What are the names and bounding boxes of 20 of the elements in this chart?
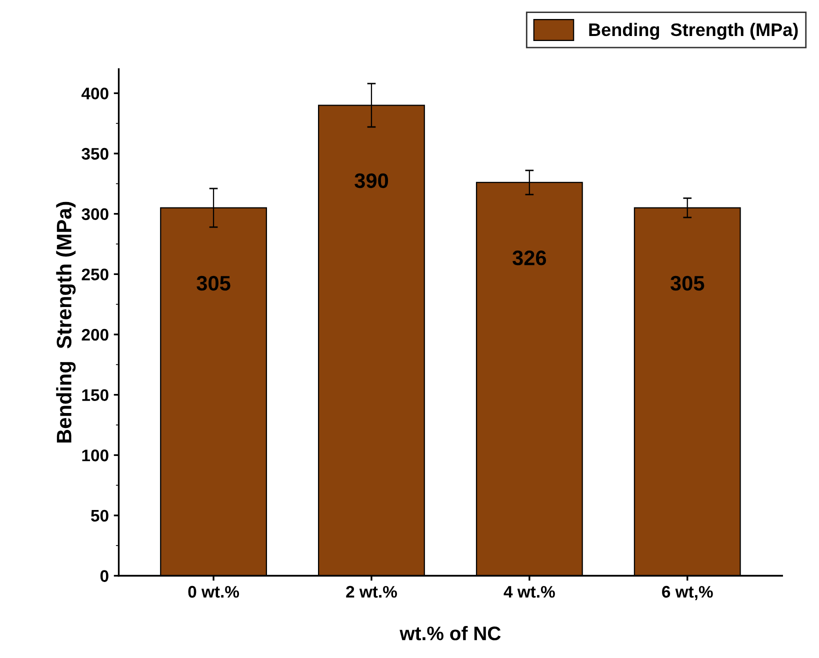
y-tick-label: 50 [91, 510, 108, 522]
data-label: 390 [354, 173, 388, 188]
data-label: 305 [196, 276, 230, 291]
data-label: 305 [670, 276, 704, 291]
y-tick-label: 300 [82, 208, 108, 220]
y-axis-title: Bending Strength (MPa) [56, 202, 76, 443]
data-label: 326 [512, 250, 546, 266]
y-tick-label: 100 [82, 450, 108, 462]
y-tick-label: 150 [82, 389, 108, 402]
y-tick-label: 0 [100, 570, 108, 582]
legend-label: Bending Strength (MPa) [589, 22, 798, 40]
y-tick-label: 200 [82, 328, 108, 341]
x-tick-label: 6 wt,% [662, 586, 713, 600]
x-tick-label: 4 wt.% [504, 586, 555, 598]
y-tick-label: 400 [81, 88, 108, 100]
x-tick-label: 0 wt.% [188, 586, 240, 598]
y-tick-label: 250 [82, 268, 108, 280]
x-tick-label: 2 wt.% [346, 586, 397, 598]
x-axis-title: wt.% of NC [400, 626, 501, 640]
y-tick-label: 350 [82, 148, 108, 160]
